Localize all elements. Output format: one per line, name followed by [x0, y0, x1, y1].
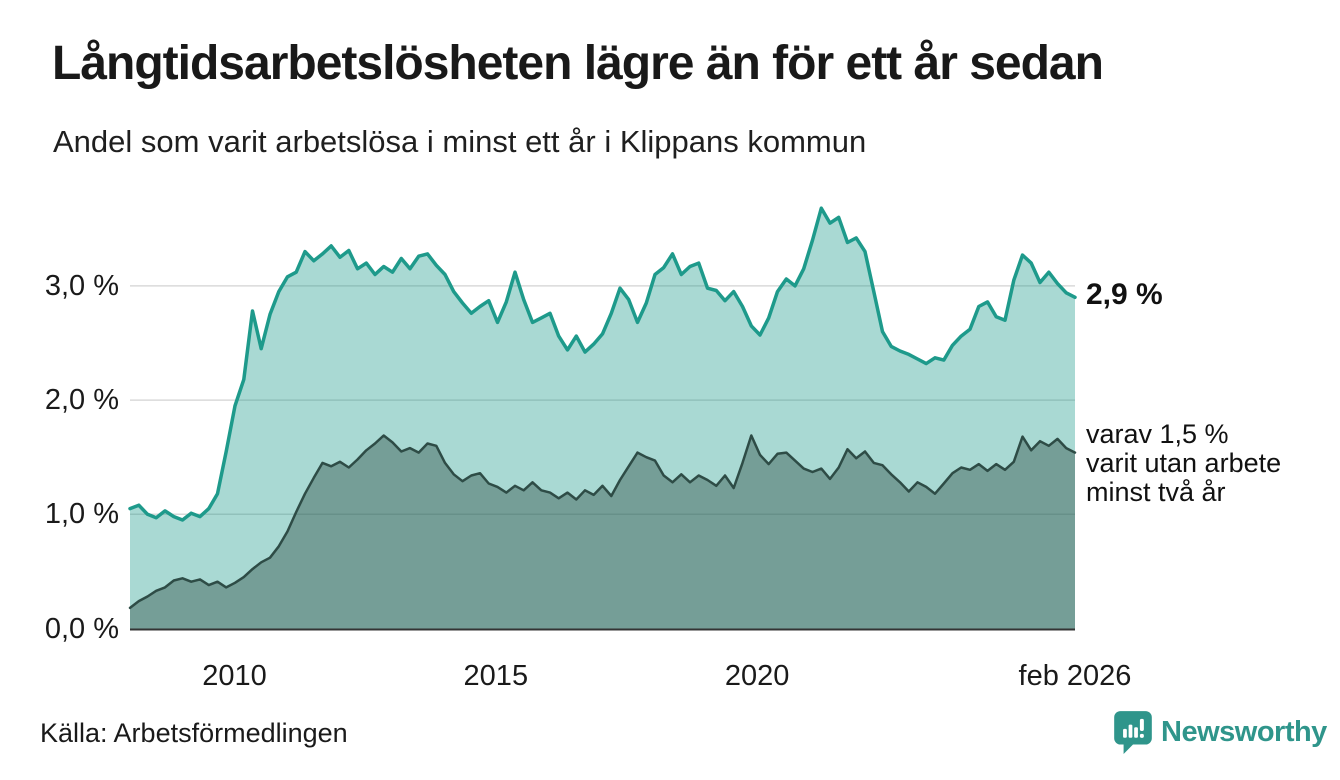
x-tick-label: 2020: [724, 660, 790, 692]
newsworthy-logo: Newsworthy: [1112, 709, 1327, 755]
y-tick-label: 0,0 %: [44, 612, 119, 645]
chart-subtitle: Andel som varit arbetslösa i minst ett å…: [53, 124, 867, 159]
newsworthy-wordmark: Newsworthy: [1161, 715, 1327, 748]
total-one-year-area: [130, 208, 1075, 629]
y-tick-label: 1,0 %: [44, 498, 119, 531]
x-tick-label: 2010: [202, 660, 267, 692]
end-value-label-two-years: varav 1,5 % varit utan arbete minst två …: [1086, 419, 1282, 507]
end-value-label-total: 2,9 %: [1086, 278, 1163, 311]
y-tick-label: 2,0 %: [44, 384, 119, 417]
newsworthy-bubble-chart-icon: [1114, 711, 1152, 754]
x-tick-label: feb 2026: [1018, 660, 1132, 692]
x-tick-label: 2015: [463, 660, 529, 692]
total-one-year-line: [128, 206, 1077, 522]
two-plus-years-line: [128, 434, 1077, 610]
source-note: Källa: Arbetsförmedlingen: [40, 718, 348, 748]
two-plus-years-area: [130, 435, 1075, 629]
page-title: Långtidsarbetslösheten lägre än för ett …: [52, 37, 1104, 90]
y-tick-label: 3,0 %: [44, 269, 119, 302]
